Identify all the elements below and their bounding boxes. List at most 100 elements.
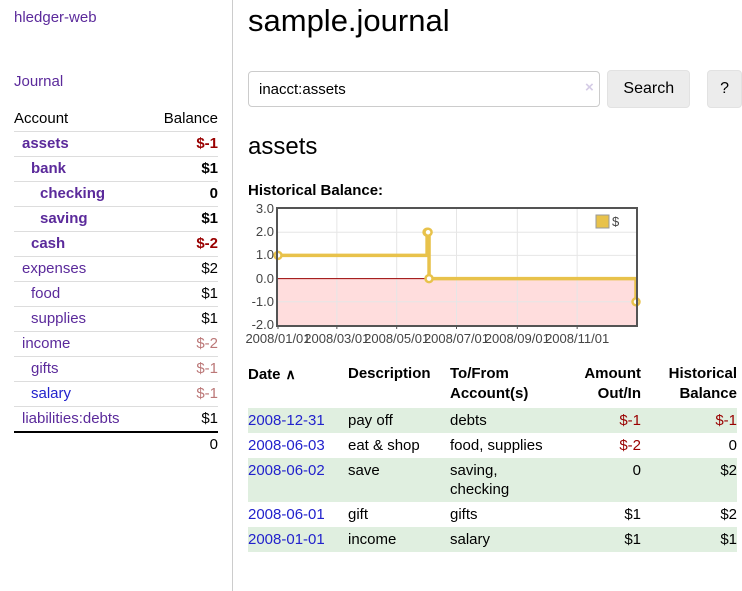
transaction-row[interactable]: 2008-06-01 gift gifts $1 $2 bbox=[248, 502, 737, 527]
account-link[interactable]: saving bbox=[40, 210, 88, 227]
account-balance: $-2 bbox=[148, 231, 218, 257]
transaction-accounts: gifts bbox=[450, 506, 478, 523]
account-link[interactable]: cash bbox=[31, 235, 66, 252]
account-row: assets $-1 bbox=[14, 131, 218, 157]
legend-label: $ bbox=[612, 214, 620, 229]
clear-search-icon[interactable]: × bbox=[585, 79, 594, 96]
sort-ascending-icon: ∧ bbox=[285, 366, 296, 382]
account-name-cell: saving bbox=[14, 206, 149, 232]
transaction-date-link[interactable]: 2008-12-31 bbox=[248, 412, 325, 429]
account-balance: $1 bbox=[148, 406, 218, 433]
transaction-date-link[interactable]: 2008-06-03 bbox=[248, 437, 325, 454]
transaction-row[interactable]: 2008-12-31 pay off debts $-1 $-1 bbox=[248, 408, 737, 433]
transaction-balance: $2 bbox=[720, 506, 737, 523]
chart-border bbox=[276, 207, 638, 327]
data-point-marker bbox=[423, 227, 433, 237]
legend-swatch-icon bbox=[595, 214, 610, 229]
account-link[interactable]: salary bbox=[31, 385, 72, 402]
account-link[interactable]: liabilities:debts bbox=[22, 410, 120, 427]
transaction-amount: $-2 bbox=[619, 437, 641, 454]
app-title-link[interactable]: hledger-web bbox=[14, 9, 97, 26]
transaction-accounts: food, supplies bbox=[450, 437, 543, 454]
transaction-balance: $-1 bbox=[715, 412, 737, 429]
account-balance: $1 bbox=[148, 281, 218, 307]
account-row: gifts $-1 bbox=[14, 356, 218, 382]
transaction-date-link[interactable]: 2008-01-01 bbox=[248, 531, 325, 548]
account-name-cell: liabilities:debts bbox=[14, 406, 149, 433]
x-axis-tick-label: 2008/11/01 bbox=[545, 331, 610, 346]
help-button[interactable]: ? bbox=[707, 70, 742, 108]
y-axis-tick-label: 3.0 bbox=[255, 201, 274, 216]
sidebar: hledger-web Journal Account Balance asse… bbox=[0, 0, 233, 591]
y-axis-tick-label: -2.0 bbox=[251, 317, 274, 332]
account-name-cell: checking bbox=[14, 181, 149, 207]
register-header-date[interactable]: Date ∧ bbox=[248, 366, 296, 383]
account-balance: $-1 bbox=[148, 381, 218, 407]
y-axis-tick-label: 2.0 bbox=[255, 224, 274, 240]
register-header-balance: Historical Balance bbox=[668, 365, 737, 402]
account-row: supplies $1 bbox=[14, 306, 218, 332]
transaction-date-cell: 2008-06-03 bbox=[248, 433, 348, 458]
transaction-description: eat & shop bbox=[348, 437, 420, 454]
account-link[interactable]: gifts bbox=[31, 360, 59, 377]
accounts-total-row: 0 bbox=[14, 431, 218, 457]
accounts-header-account: Account bbox=[14, 107, 149, 132]
account-balance: $-1 bbox=[148, 131, 218, 157]
transaction-date-cell: 2008-06-01 bbox=[248, 502, 348, 527]
account-balance: $1 bbox=[148, 156, 218, 182]
transaction-description: gift bbox=[348, 506, 369, 523]
transaction-accounts: saving, checking bbox=[450, 462, 510, 498]
accounts-header-row: Account Balance bbox=[14, 107, 218, 132]
chart-area: $ 3.0 2.0 1.0 0.0 -1.0 -2.0 2008/01/01 2008/03… bbox=[245, 201, 708, 349]
transaction-date-link[interactable]: 2008-06-01 bbox=[248, 506, 325, 523]
transaction-row[interactable]: 2008-01-01 income salary $1 $1 bbox=[248, 527, 737, 552]
account-link[interactable]: income bbox=[22, 335, 71, 352]
account-row: cash $-2 bbox=[14, 231, 218, 257]
account-heading: assets bbox=[248, 133, 318, 160]
search-button[interactable]: Search bbox=[607, 70, 691, 108]
account-link[interactable]: checking bbox=[40, 185, 106, 202]
account-name-cell: bank bbox=[14, 156, 149, 182]
account-row: saving $1 bbox=[14, 206, 218, 232]
accounts-table: Account Balance assets $-1 bank $1 checking 0… bbox=[14, 107, 218, 457]
account-balance: $-1 bbox=[148, 356, 218, 382]
account-balance: $2 bbox=[148, 256, 218, 282]
account-row: salary $-1 bbox=[14, 381, 218, 407]
transaction-date-link[interactable]: 2008-06-02 bbox=[248, 462, 325, 479]
balance-chart: $ bbox=[273, 207, 641, 329]
account-name-cell: expenses bbox=[14, 256, 149, 282]
transaction-accounts: salary bbox=[450, 531, 491, 548]
x-axis-tick-label: 2008/03/01 bbox=[304, 331, 370, 346]
account-name-cell: food bbox=[14, 281, 149, 307]
transaction-row[interactable]: 2008-06-02 save saving, checking 0 $2 bbox=[248, 458, 737, 502]
transaction-row[interactable]: 2008-06-03 eat & shop food, supplies $-2 0 bbox=[248, 433, 737, 458]
accounts-table-body: assets $-1 bank $1 checking 0 saving $1 cash $-2 e… bbox=[14, 131, 218, 457]
register-header-amount: Amount Out/In bbox=[584, 365, 641, 402]
transaction-description: save bbox=[348, 462, 380, 479]
sidebar-item-journal[interactable]: Journal bbox=[14, 73, 64, 90]
account-balance: $1 bbox=[148, 206, 218, 232]
account-row: checking 0 bbox=[14, 181, 218, 207]
transaction-balance: $2 bbox=[720, 462, 737, 479]
search-form: × Search ? bbox=[248, 70, 742, 108]
account-link[interactable]: food bbox=[31, 285, 61, 302]
transaction-balance: 0 bbox=[728, 437, 737, 454]
account-row: bank $1 bbox=[14, 156, 218, 182]
accounts-header-balance: Balance bbox=[148, 107, 218, 132]
account-row: income $-2 bbox=[14, 331, 218, 357]
x-axis-tick-label: 2008/09/01 bbox=[484, 331, 550, 346]
account-link[interactable]: expenses bbox=[22, 260, 87, 277]
accounts-total-value: 0 bbox=[148, 431, 218, 457]
y-axis-tick-label: 0.0 bbox=[255, 270, 274, 286]
account-link[interactable]: supplies bbox=[31, 310, 87, 327]
account-balance: 0 bbox=[148, 181, 218, 207]
account-link[interactable]: bank bbox=[31, 160, 67, 177]
x-axis-tick-label: 2008/05/01 bbox=[364, 331, 430, 346]
search-input[interactable] bbox=[248, 71, 601, 107]
account-link[interactable]: assets bbox=[22, 135, 69, 152]
transaction-amount: $1 bbox=[624, 506, 641, 523]
main-content: sample.journal × Search ? assets Histori… bbox=[233, 0, 742, 552]
x-axis-tick-label: 2008/07/01 bbox=[423, 331, 490, 346]
account-balance: $1 bbox=[148, 306, 218, 332]
transaction-date-cell: 2008-12-31 bbox=[248, 408, 348, 433]
